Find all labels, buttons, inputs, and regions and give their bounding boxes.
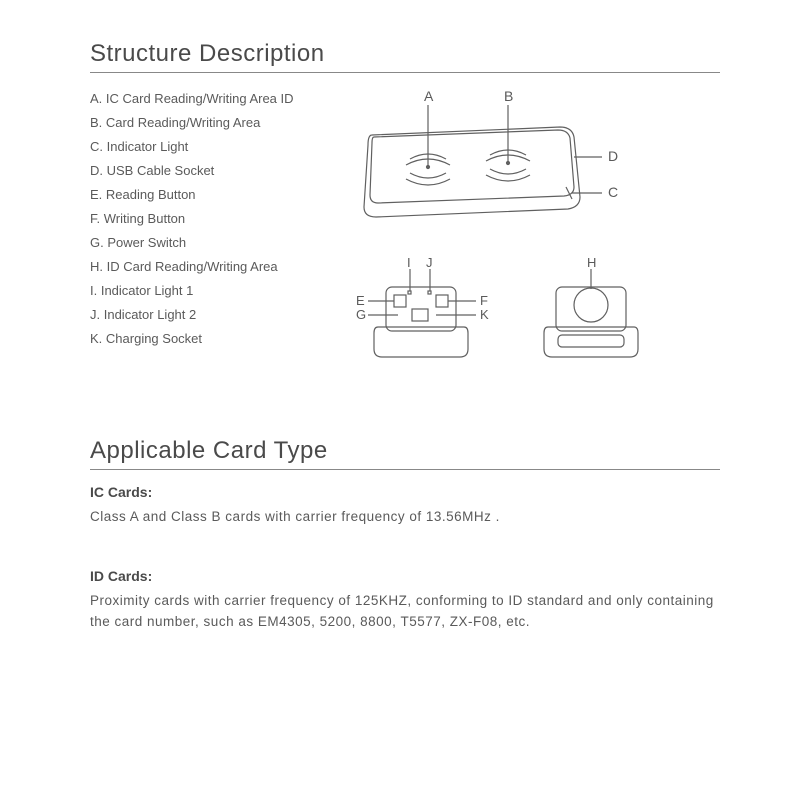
svg-text:E: E xyxy=(356,293,365,308)
legend-letter: I. xyxy=(90,283,101,298)
legend-item: C. Indicator Light xyxy=(90,135,330,159)
cardtype-section: Applicable Card Type IC Cards: Class A a… xyxy=(90,437,720,633)
secondary-device-right: H xyxy=(530,257,660,367)
legend-letter: B. xyxy=(90,115,106,130)
id-cards-body: Proximity cards with carrier frequency o… xyxy=(90,590,720,633)
svg-text:D: D xyxy=(608,148,618,164)
structure-body: A. IC Card Reading/Writing Area IDB. Car… xyxy=(90,87,720,367)
legend-item: K. Charging Socket xyxy=(90,327,330,351)
legend-letter: D. xyxy=(90,163,107,178)
legend-text: USB Cable Socket xyxy=(107,163,215,178)
svg-text:A: A xyxy=(424,88,434,104)
legend-text: Power Switch xyxy=(107,235,186,250)
legend-text: Reading Button xyxy=(106,187,196,202)
svg-text:K: K xyxy=(480,307,489,322)
cardtype-title: Applicable Card Type xyxy=(90,437,720,470)
legend-letter: C. xyxy=(90,139,107,154)
legend-list: A. IC Card Reading/Writing Area IDB. Car… xyxy=(90,87,330,367)
legend-text: Indicator Light xyxy=(107,139,189,154)
legend-item: D. USB Cable Socket xyxy=(90,159,330,183)
id-cards-head: ID Cards: xyxy=(90,568,720,584)
legend-item: I. Indicator Light 1 xyxy=(90,279,330,303)
legend-text: Indicator Light 1 xyxy=(101,283,194,298)
structure-title: Structure Description xyxy=(90,40,720,73)
main-device-diagram: A B D C xyxy=(350,87,640,247)
legend-letter: F. xyxy=(90,211,104,226)
legend-item: E. Reading Button xyxy=(90,183,330,207)
svg-text:F: F xyxy=(480,293,488,308)
legend-letter: A. xyxy=(90,91,106,106)
legend-item: J. Indicator Light 2 xyxy=(90,303,330,327)
svg-text:G: G xyxy=(356,307,366,322)
secondary-device-left: I J E G F K xyxy=(350,257,500,367)
legend-letter: J. xyxy=(90,307,104,322)
legend-item: G. Power Switch xyxy=(90,231,330,255)
legend-item: F. Writing Button xyxy=(90,207,330,231)
legend-text: Indicator Light 2 xyxy=(104,307,197,322)
legend-text: ID Card Reading/Writing Area xyxy=(107,259,278,274)
legend-text: Card Reading/Writing Area xyxy=(106,115,260,130)
svg-text:B: B xyxy=(504,88,513,104)
legend-letter: G. xyxy=(90,235,107,250)
ic-cards-head: IC Cards: xyxy=(90,484,720,500)
legend-item: H. ID Card Reading/Writing Area xyxy=(90,255,330,279)
legend-text: Charging Socket xyxy=(106,331,202,346)
legend-item: A. IC Card Reading/Writing Area ID xyxy=(90,87,330,111)
svg-text:J: J xyxy=(426,257,433,270)
legend-letter: H. xyxy=(90,259,107,274)
legend-text: Writing Button xyxy=(104,211,185,226)
legend-item: B. Card Reading/Writing Area xyxy=(90,111,330,135)
ic-cards-body: Class A and Class B cards with carrier f… xyxy=(90,506,720,528)
svg-text:I: I xyxy=(407,257,411,270)
legend-text: IC Card Reading/Writing Area ID xyxy=(106,91,294,106)
svg-text:C: C xyxy=(608,184,618,200)
legend-letter: E. xyxy=(90,187,106,202)
diagram-area: A B D C xyxy=(350,87,720,367)
svg-text:H: H xyxy=(587,257,596,270)
legend-letter: K. xyxy=(90,331,106,346)
